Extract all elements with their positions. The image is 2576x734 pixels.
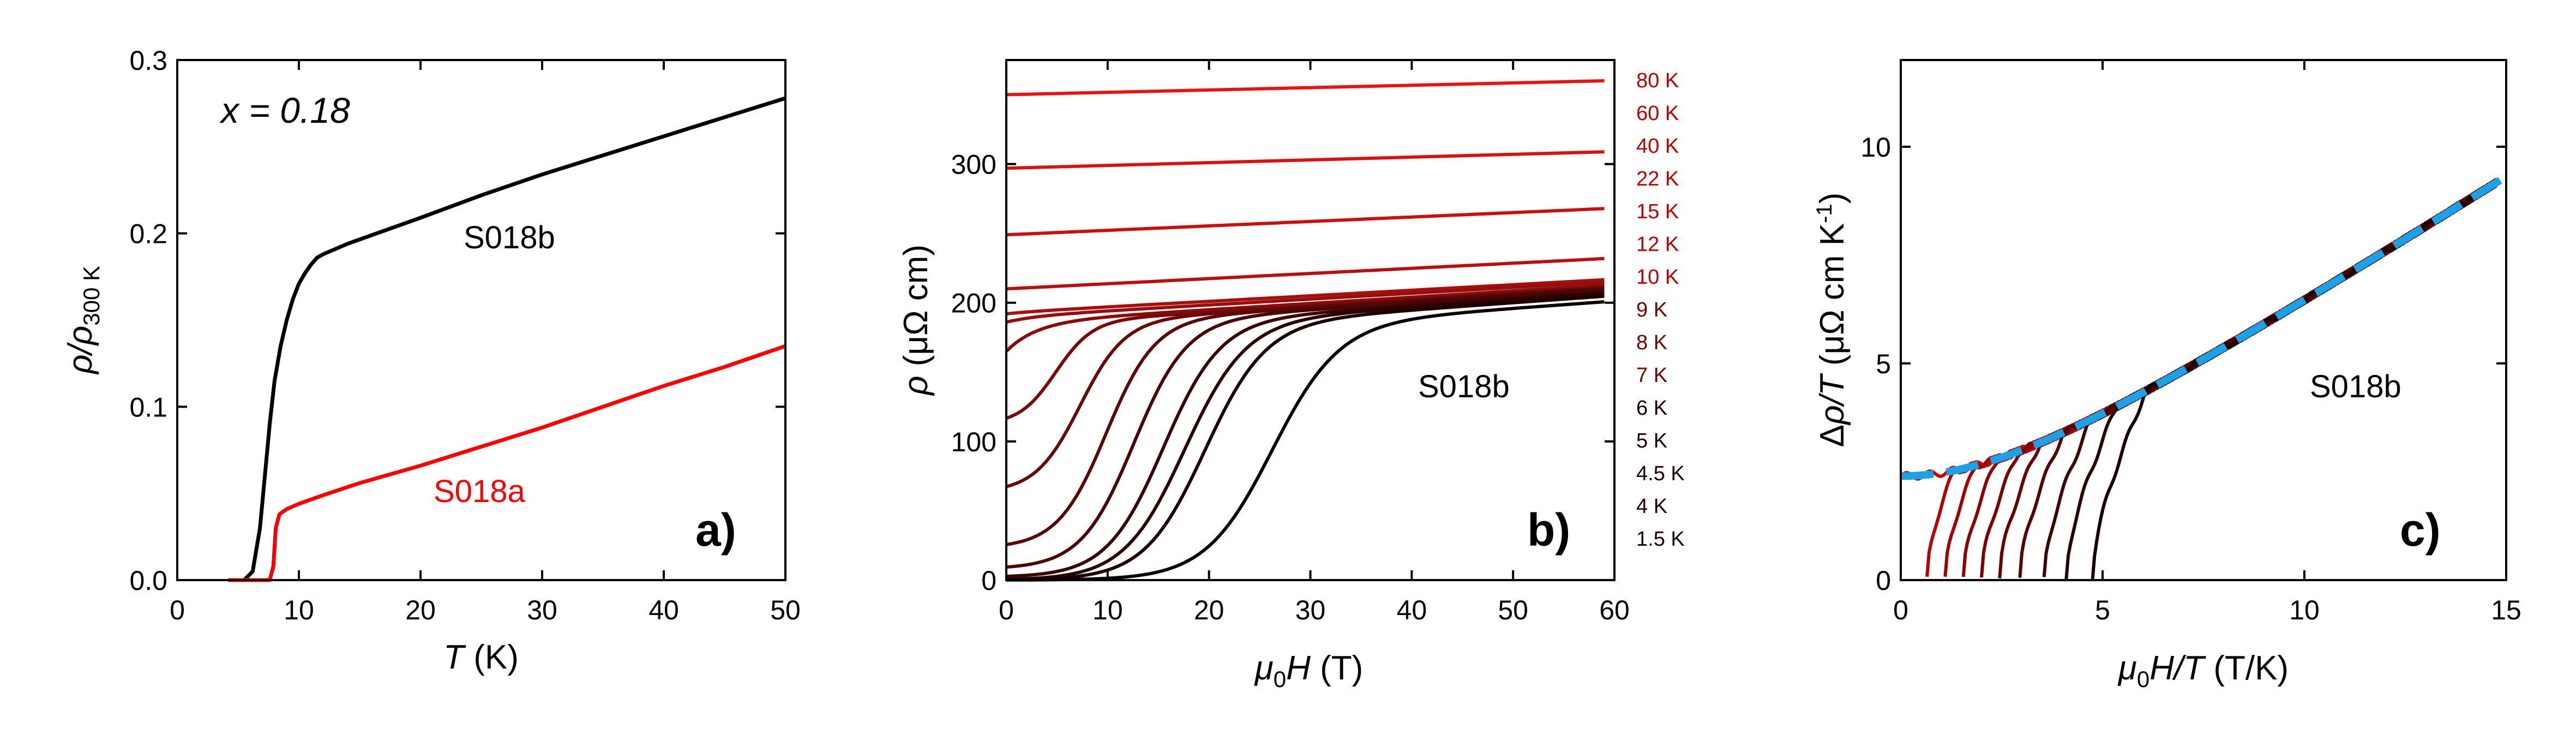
panel-b-ticks: 0 10 20 30 40 50 60 0 100 200 300 bbox=[951, 60, 1630, 625]
series-line-s018b bbox=[228, 96, 786, 582]
panel-a-xtick-label: 30 bbox=[527, 595, 557, 625]
panel-a-xtick-label: 0 bbox=[170, 595, 185, 625]
panel-a-label: a) bbox=[695, 504, 736, 556]
panel-a-ticks: 0 10 20 30 40 50 0.0 0.1 0.2 0.3 bbox=[129, 45, 800, 625]
panel-c-xtick-label: 5 bbox=[2095, 595, 2110, 625]
panel-a: 0 10 20 30 40 50 0.0 0.1 0.2 0.3 x = 0.18 S018b S… bbox=[62, 45, 801, 676]
series-line-c-0 bbox=[1900, 184, 2497, 481]
panel-b-plot bbox=[1005, 79, 1605, 582]
series-label-s018a: S018a bbox=[434, 474, 525, 509]
panel-b-xtick-label: 0 bbox=[999, 595, 1014, 625]
panel-b-ytick-label: 0 bbox=[981, 565, 996, 596]
panel-b-ytick-label: 200 bbox=[951, 288, 996, 319]
series-line-6-k bbox=[1006, 288, 1605, 569]
series-line-5-k bbox=[1006, 290, 1605, 578]
panel-a-ytick-label: 0.1 bbox=[129, 392, 167, 422]
panel-a-xtick-label: 10 bbox=[284, 595, 314, 625]
panel-b-label: b) bbox=[1527, 504, 1570, 556]
series-line-10-k bbox=[1005, 283, 1605, 353]
panel-a-xlabel: T (K) bbox=[443, 638, 519, 676]
panel-b-ytick-label: 100 bbox=[951, 427, 996, 457]
temperature-label: 60 K bbox=[1636, 102, 1679, 125]
series-line-4-5-k bbox=[1006, 291, 1605, 581]
series-line-40-k bbox=[1006, 207, 1605, 237]
panel-c-xtick-label: 10 bbox=[2289, 595, 2320, 625]
panel-a-xtick-label: 40 bbox=[648, 595, 679, 625]
temperature-label: 7 K bbox=[1636, 364, 1667, 387]
panel-a-frame bbox=[176, 59, 786, 581]
panel-c-ticks: 0 5 10 15 0 5 10 bbox=[1860, 60, 2521, 625]
series-line-15-k bbox=[1006, 278, 1605, 316]
series-line-1-5-k bbox=[1006, 300, 1605, 582]
temperature-label: 8 K bbox=[1636, 331, 1667, 354]
panel-c-ytick-label: 10 bbox=[1860, 132, 1891, 163]
panel-a-ytick-label: 0.0 bbox=[129, 565, 167, 596]
temperature-label: 5 K bbox=[1636, 429, 1667, 452]
panel-c-ytick-label: 5 bbox=[1876, 349, 1891, 379]
temperature-label: 10 K bbox=[1636, 266, 1679, 289]
series-line-12-k bbox=[1006, 281, 1605, 324]
panel-b-xtick-label: 60 bbox=[1599, 595, 1630, 625]
panel-a-plot bbox=[228, 96, 786, 582]
temperature-label: 22 K bbox=[1636, 168, 1679, 190]
panel-a-annotation: x = 0.18 bbox=[219, 90, 350, 130]
panel-c-xtick-label: 15 bbox=[2491, 595, 2521, 625]
panel-b-xtick-label: 30 bbox=[1295, 595, 1326, 625]
temperature-label: 15 K bbox=[1636, 200, 1679, 223]
panel-b-xtick-label: 50 bbox=[1498, 595, 1528, 625]
temperature-label: 6 K bbox=[1636, 397, 1667, 420]
series-line-4-k bbox=[1006, 294, 1605, 582]
panel-c-xlabel: μ0H/T (T/K) bbox=[2117, 649, 2289, 692]
panel-c-label: c) bbox=[2400, 504, 2441, 556]
panel-c-ytick-label: 0 bbox=[1876, 565, 1891, 596]
temperature-label: 40 K bbox=[1636, 135, 1679, 158]
series-line-s018a bbox=[228, 344, 786, 582]
panel-a-ytick-label: 0.3 bbox=[129, 45, 167, 76]
panel-c-annotation: S018b bbox=[2310, 369, 2401, 404]
series-line-80-k bbox=[1006, 79, 1605, 97]
panel-a-ytick-label: 0.2 bbox=[129, 219, 167, 249]
panel-c: 0 5 10 15 0 5 10 S018b c) μ0H/T (T/K) Δρ/T (μΩ… bbox=[1812, 59, 2521, 692]
temperature-label: 4 K bbox=[1636, 495, 1667, 518]
panel-c-frame bbox=[1900, 59, 2507, 581]
panel-a-ylabel: ρ/ρ300 K bbox=[62, 266, 104, 375]
temperature-label: 4.5 K bbox=[1636, 462, 1685, 485]
temperature-label: 12 K bbox=[1636, 233, 1679, 256]
panel-c-plot bbox=[1900, 173, 2508, 581]
temperature-labels: 80 K 60 K 40 K 22 K 15 K 12 K 10 K 9 K 8 K 7 K 6 K… bbox=[1636, 69, 1685, 551]
series-line-60-k bbox=[1006, 150, 1605, 170]
panel-b-xlabel: μ0H (T) bbox=[1254, 649, 1364, 692]
temperature-label: 80 K bbox=[1636, 69, 1679, 92]
temperature-label: 1.5 K bbox=[1636, 528, 1685, 551]
panel-a-xtick-label: 50 bbox=[770, 595, 801, 625]
series-line-22-k bbox=[1006, 256, 1605, 291]
panel-b: 0 10 20 30 40 50 60 0 100 200 300 80 K 60 K 40 K 22 K… bbox=[897, 59, 1685, 692]
series-label-s018b: S018b bbox=[464, 220, 555, 255]
panel-b-xtick-label: 10 bbox=[1092, 595, 1123, 625]
panel-c-ylabel: Δρ/T (μΩ cm K-1) bbox=[1812, 193, 1851, 447]
panel-c-xtick-label: 0 bbox=[1893, 595, 1908, 625]
panel-b-xtick-label: 40 bbox=[1397, 595, 1427, 625]
panel-b-ylabel: ρ (μΩ cm) bbox=[897, 244, 935, 396]
panel-b-annotation: S018b bbox=[1418, 369, 1510, 404]
temperature-label: 9 K bbox=[1636, 299, 1667, 321]
panel-b-xtick-label: 20 bbox=[1194, 595, 1224, 625]
panel-b-ytick-label: 300 bbox=[951, 150, 996, 180]
fit-curve bbox=[1900, 173, 2508, 480]
panel-a-xtick-label: 20 bbox=[405, 595, 436, 625]
